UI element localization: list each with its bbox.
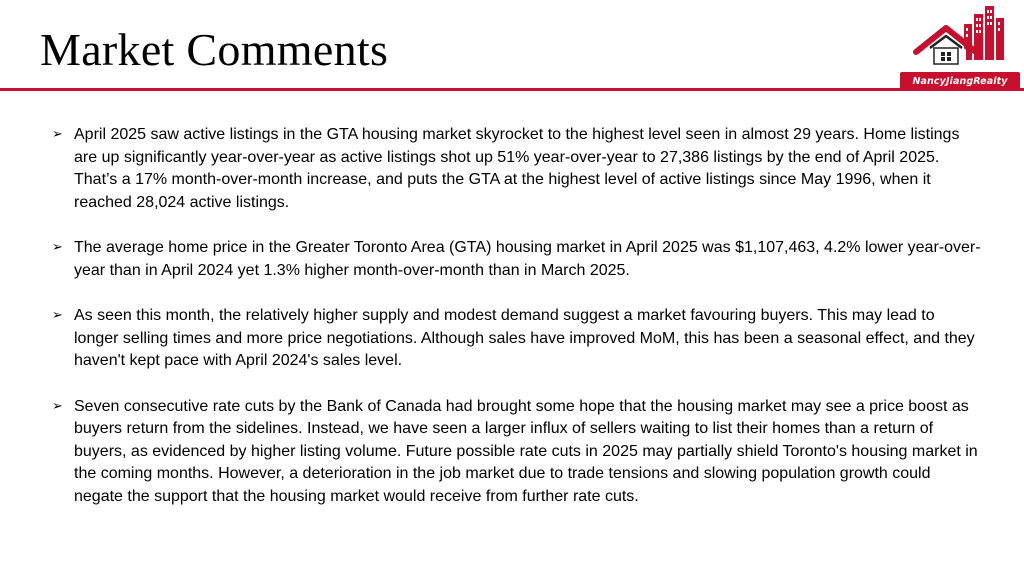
comment-text: The average home price in the Greater To… — [74, 239, 981, 279]
comment-text: As seen this month, the relatively highe… — [74, 307, 975, 369]
market-comments-list: ➢ April 2025 saw active listings in the … — [52, 124, 982, 531]
city-skyline-house-icon — [913, 6, 1004, 66]
arrow-bullet-icon: ➢ — [52, 127, 63, 142]
list-item: ➢ As seen this month, the relatively hig… — [52, 305, 982, 373]
list-item: ➢ April 2025 saw active listings in the … — [52, 124, 982, 214]
company-logo: NancyJiangRealty — [890, 2, 1022, 92]
title-divider — [0, 88, 1024, 91]
page-title: Market Comments — [40, 24, 389, 75]
comment-text: Seven consecutive rate cuts by the Bank … — [74, 397, 978, 505]
list-item: ➢ The average home price in the Greater … — [52, 237, 982, 282]
list-item: ➢ Seven consecutive rate cuts by the Ban… — [52, 396, 982, 509]
comment-text: April 2025 saw active listings in the GT… — [74, 126, 960, 211]
logo-brand-text: NancyJiangRealty — [900, 72, 1020, 91]
arrow-bullet-icon: ➢ — [52, 240, 63, 255]
arrow-bullet-icon: ➢ — [52, 398, 63, 414]
arrow-bullet-icon: ➢ — [52, 308, 63, 323]
